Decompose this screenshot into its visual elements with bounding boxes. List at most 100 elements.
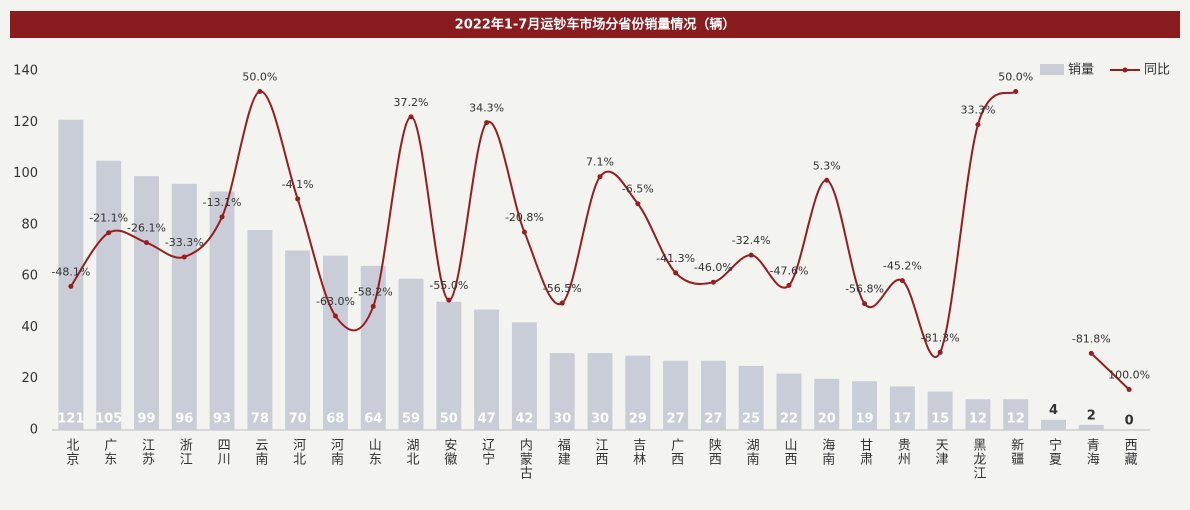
x-tick-label: 甘肃	[857, 438, 873, 466]
bar	[171, 183, 197, 430]
x-tick-label: 贵州	[895, 438, 911, 466]
line-point	[710, 279, 716, 285]
bar-value-label: 96	[175, 412, 193, 427]
bar	[814, 378, 840, 430]
line-value-label: -33.3%	[165, 236, 204, 249]
line-point	[295, 196, 301, 202]
line-value-label: -41.3%	[656, 252, 695, 265]
line-value-label: -58.2%	[354, 285, 393, 298]
bar	[889, 386, 915, 430]
bar-value-label: 15	[931, 412, 949, 427]
line-point	[899, 278, 905, 284]
line	[1090, 352, 1130, 391]
x-tick-label: 新疆	[1008, 437, 1024, 466]
line-value-label: 50.0%	[998, 70, 1033, 83]
x-tick-label: 江苏	[139, 438, 155, 466]
bar-value-label: 64	[364, 412, 382, 427]
bar-value-label: 2	[1087, 408, 1096, 423]
bar-value-label: 68	[326, 412, 344, 427]
line-value-label: 34.3%	[469, 102, 504, 115]
bar	[322, 255, 348, 430]
x-tick-label: 青海	[1084, 438, 1100, 466]
line-point	[484, 120, 490, 126]
bar	[285, 250, 311, 430]
x-tick-label: 陕西	[706, 438, 722, 466]
y-tick-label: 60	[21, 269, 38, 284]
line-point	[332, 313, 338, 319]
x-tick-label: 山东	[366, 438, 382, 466]
bar-value-label: 12	[969, 412, 987, 427]
line-point	[975, 122, 981, 128]
bar	[852, 381, 878, 430]
bar-value-label: 4	[1049, 403, 1058, 418]
bar	[1041, 419, 1066, 430]
line-value-label: -47.6%	[770, 264, 809, 277]
bar-value-label: 42	[515, 412, 533, 427]
line-value-label: -56.8%	[845, 283, 884, 296]
bar-value-label: 0	[1125, 414, 1134, 429]
chart-title: 2022年1-7月运钞车市场分省份销量情况（辆）	[455, 17, 736, 33]
bar	[738, 365, 764, 430]
line-point	[635, 201, 641, 207]
line-value-label: -45.2%	[883, 260, 922, 273]
line-value-label: -32.4%	[732, 234, 771, 247]
line-value-label: -46.0%	[694, 261, 733, 274]
line-value-label: -63.0%	[316, 295, 355, 308]
bar-value-label: 70	[289, 412, 307, 427]
line-point	[597, 174, 603, 180]
line-value-label: -48.1%	[51, 265, 90, 278]
bar-value-label: 59	[402, 412, 420, 427]
line-value-label: -21.1%	[89, 212, 128, 225]
line-value-label: 5.3%	[813, 159, 841, 172]
bar	[625, 355, 651, 430]
bar-value-label: 29	[629, 412, 647, 427]
x-tick-label: 北京	[63, 438, 79, 466]
bar-value-label: 121	[57, 412, 84, 427]
line-point	[862, 301, 868, 307]
bar-value-label: 30	[591, 412, 609, 427]
line-point	[181, 254, 187, 260]
bar	[700, 360, 726, 430]
bar	[663, 360, 689, 430]
y-tick-label: 120	[13, 115, 38, 130]
line-point	[370, 303, 376, 309]
line-value-label: -26.1%	[127, 222, 166, 235]
x-tick-label: 宁夏	[1046, 437, 1062, 466]
x-tick-label: 浙江	[177, 438, 193, 466]
x-tick-label: 安徽	[441, 438, 457, 466]
line-point	[673, 270, 679, 276]
x-tick-label: 山西	[781, 438, 797, 466]
bar	[1003, 399, 1029, 430]
x-tick-label: 辽宁	[479, 438, 495, 466]
line-point	[143, 240, 149, 246]
y-tick-label: 140	[13, 64, 38, 79]
bar-value-label: 105	[95, 412, 122, 427]
bar	[474, 309, 500, 430]
x-tick-label: 云南	[252, 438, 268, 466]
x-tick-label: 湖北	[404, 438, 420, 466]
bar	[776, 373, 802, 430]
x-tick-label: 海南	[819, 438, 835, 466]
x-tick-label: 河南	[328, 438, 344, 466]
line-value-label: 100.0%	[1108, 368, 1150, 381]
bar-value-label: 99	[137, 412, 155, 427]
y-tick-label: 40	[21, 320, 38, 335]
bar	[360, 265, 386, 430]
x-tick-label: 湖南	[744, 438, 760, 466]
bar	[587, 353, 613, 430]
bar-value-label: 30	[553, 412, 571, 427]
bar	[209, 191, 235, 430]
line-point	[824, 177, 830, 183]
bar	[58, 119, 84, 430]
bar	[247, 229, 273, 430]
x-tick-label: 福建	[555, 438, 571, 466]
line-value-label: 33.3%	[960, 104, 995, 117]
line-point	[1126, 386, 1132, 392]
legend-swatch	[1122, 67, 1128, 73]
x-tick-label: 广东	[101, 438, 117, 466]
line-value-label: 7.1%	[586, 156, 614, 169]
line-point	[937, 349, 943, 355]
line-point	[257, 88, 263, 94]
line-point	[748, 252, 754, 258]
